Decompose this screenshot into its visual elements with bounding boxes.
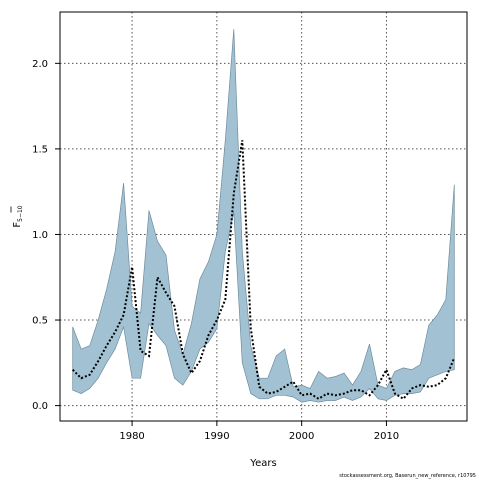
footer-note: stockassessment.org, Baserun_new_referen…: [339, 473, 476, 479]
y-tick-label: 0.5: [32, 316, 48, 327]
y-axis-label: F5−10: [10, 205, 24, 228]
estimate-line: [71, 140, 456, 401]
y-tick-label: 1.5: [32, 144, 48, 155]
confidence-band: [72, 29, 455, 403]
confidence-band-layer: [72, 29, 455, 403]
x-tick-label: 2000: [289, 431, 314, 442]
plot-frame: [59, 11, 468, 422]
x-axis-label: Years: [249, 458, 276, 469]
x-tick-label: 1980: [119, 431, 144, 442]
y-tick-label: 2.0: [32, 59, 48, 70]
x-tick-label: 2010: [374, 431, 399, 442]
y-axis-ticks: 0.0 0.5 1.0 1.5 2.0: [32, 59, 60, 412]
y-tick-label: 1.0: [32, 230, 48, 241]
x-axis-ticks: 1980 1990 2000 2010: [119, 421, 399, 442]
y-axis-label-subscript: 5−10: [17, 205, 24, 222]
estimate-line-layer: [71, 140, 456, 401]
y-tick-label: 0.0: [32, 401, 48, 412]
x-tick-label: 1990: [204, 431, 229, 442]
y-axis-label-main: F: [12, 222, 23, 228]
svg-text:F5−10: F5−10: [12, 205, 24, 227]
